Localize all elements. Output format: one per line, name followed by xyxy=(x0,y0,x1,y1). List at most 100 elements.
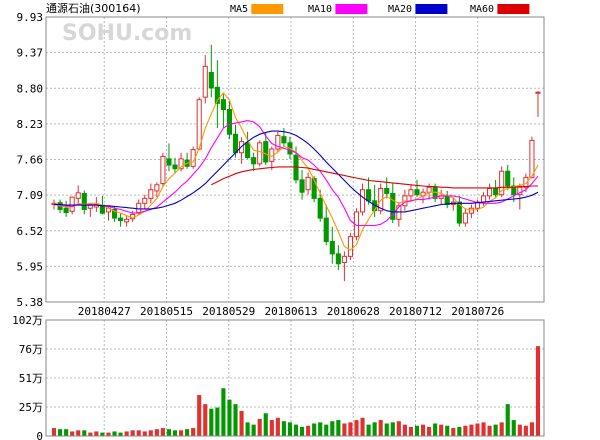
ma20-line xyxy=(54,130,539,213)
date-tick-label: 20180515 xyxy=(140,305,193,318)
candle-body-down xyxy=(323,217,329,243)
candle-body-up xyxy=(529,139,535,178)
candle xyxy=(111,207,118,222)
candle-body-down xyxy=(263,141,269,163)
candle xyxy=(438,189,444,205)
candle-body-down xyxy=(414,189,420,196)
volume-bar xyxy=(505,404,510,436)
candle xyxy=(511,177,517,203)
volume-bar xyxy=(51,428,57,436)
candle-body-down xyxy=(81,192,87,210)
volume-bar xyxy=(414,425,420,436)
volume-bar xyxy=(185,429,190,436)
legend-label: MA10 xyxy=(308,4,332,15)
candle-body-down xyxy=(317,197,323,219)
candle xyxy=(529,136,535,179)
candle-body-up xyxy=(257,142,263,165)
volume-bar xyxy=(275,417,280,436)
volume-grid xyxy=(46,320,544,436)
candle xyxy=(468,204,474,219)
candle xyxy=(124,215,130,227)
watermark: SOHU.com xyxy=(62,21,192,46)
volume-bar xyxy=(166,429,172,436)
candle-body-up xyxy=(468,207,474,214)
candle-body-up xyxy=(305,176,311,191)
candle xyxy=(160,152,166,187)
volume-bar xyxy=(76,430,81,436)
ma60-line xyxy=(211,166,538,189)
candle-body-up xyxy=(341,255,347,264)
volume-bar xyxy=(318,422,323,436)
volume-bar xyxy=(58,429,63,436)
candle-body-down xyxy=(214,86,220,104)
candle-body-up xyxy=(202,65,208,98)
candle xyxy=(142,194,148,210)
candle-body-up xyxy=(160,155,166,185)
date-tick-label: 20180712 xyxy=(389,305,442,318)
volume-bar xyxy=(517,424,522,436)
volume-bar xyxy=(239,410,244,436)
date-tick-label: 20180529 xyxy=(202,305,255,318)
volume-bar xyxy=(100,432,105,436)
volume-bar xyxy=(475,423,480,436)
legend-swatch xyxy=(335,4,368,14)
candle-body-up xyxy=(523,176,529,188)
candle xyxy=(208,44,214,98)
candle-body-down xyxy=(456,201,462,224)
candle-body-down xyxy=(329,241,335,255)
candle xyxy=(184,152,190,169)
candle xyxy=(299,169,305,200)
candle-body-down xyxy=(63,207,69,214)
volume-bar xyxy=(191,428,196,436)
volume-bar xyxy=(94,431,99,436)
volume-bar xyxy=(445,425,450,436)
volume-bar xyxy=(360,417,365,436)
candle-body-up xyxy=(178,158,184,170)
candle-body-down xyxy=(493,187,499,196)
legend-swatch xyxy=(415,4,448,14)
ma10-line xyxy=(53,120,539,227)
volume-bar xyxy=(439,424,444,436)
volume-bar xyxy=(342,423,347,436)
candle-body-down xyxy=(335,253,341,265)
candle xyxy=(390,183,396,224)
candle xyxy=(220,94,226,129)
volume-bar xyxy=(523,425,528,436)
chart-title: 通源石油(300164) xyxy=(46,1,141,15)
candle-body-up xyxy=(517,186,523,196)
candle-body-up xyxy=(75,192,81,199)
candle-body-down xyxy=(226,109,233,135)
price-tick-label: 9.93 xyxy=(17,11,44,24)
candle-body-up xyxy=(275,134,281,150)
volume-bar xyxy=(529,422,534,436)
volume-bar xyxy=(348,422,353,436)
volume-bar xyxy=(457,426,462,436)
volume-bar xyxy=(215,407,220,436)
candle xyxy=(329,226,335,264)
volume-bar xyxy=(197,395,202,436)
candle-body-down xyxy=(245,142,251,159)
candle xyxy=(317,189,323,222)
date-tick-label: 20180613 xyxy=(265,305,318,318)
candle xyxy=(505,165,511,190)
volume-bar xyxy=(227,399,232,436)
candle xyxy=(517,183,523,210)
candle-body-up xyxy=(426,186,432,193)
volume-bar xyxy=(384,423,389,436)
volume-bar xyxy=(499,422,504,436)
candle-body-up xyxy=(408,189,414,197)
candle-body-down xyxy=(166,158,172,166)
candle-body-down xyxy=(118,217,124,222)
candle-body-up xyxy=(480,195,487,203)
volume-bar xyxy=(481,422,486,436)
candle xyxy=(281,128,287,147)
date-tick-label: 20180726 xyxy=(451,305,504,318)
legend-swatch xyxy=(251,4,284,14)
candle-body-down xyxy=(111,208,118,219)
candle xyxy=(245,131,251,159)
price-tick-label: 7.09 xyxy=(17,189,44,202)
candle-body-up xyxy=(535,91,541,94)
moving-average-lines xyxy=(53,92,539,251)
volume-bar xyxy=(154,429,159,436)
